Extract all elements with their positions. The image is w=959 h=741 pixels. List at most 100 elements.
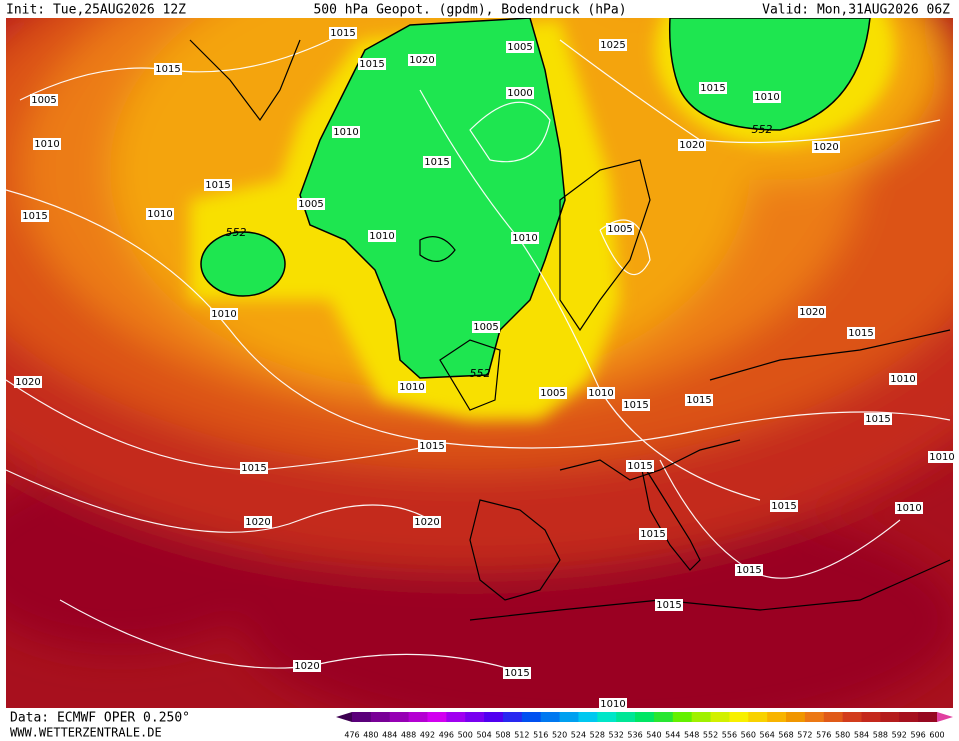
contour-label: 1020 xyxy=(679,140,704,151)
map-title: 500 hPa Geopot. (gpdm), Bodendruck (hPa) xyxy=(313,3,626,18)
legend-level: 528 xyxy=(590,731,605,740)
label-box xyxy=(606,223,634,235)
contour-label: 1010 xyxy=(399,382,424,393)
contour-label: 1000 xyxy=(507,88,532,99)
label-box xyxy=(587,387,615,399)
contour-label: 1020 xyxy=(294,661,319,672)
contour-label: 1010 xyxy=(754,92,779,103)
contour-label: 1010 xyxy=(929,452,954,463)
label-box xyxy=(864,413,892,425)
contour-label: 1015 xyxy=(22,211,47,222)
legend-swatch xyxy=(370,712,391,722)
label-box xyxy=(622,399,650,411)
legend-swatch xyxy=(899,712,919,722)
contour-label: 1015 xyxy=(359,59,384,70)
legend-level: 596 xyxy=(910,731,925,740)
label-box xyxy=(798,306,826,318)
contour-label: 1020 xyxy=(15,377,40,388)
label-box xyxy=(655,599,683,611)
label-box xyxy=(408,54,436,66)
legend-level: 512 xyxy=(514,731,529,740)
legend-level: 524 xyxy=(571,731,586,740)
legend-swatch xyxy=(408,712,428,722)
contour-label: 1005 xyxy=(540,388,565,399)
label-box xyxy=(506,41,534,53)
label-box xyxy=(297,198,325,210)
color-legend: 476 480 484 488 492 496 500 504 508 512 516 520 524 5… xyxy=(336,712,953,740)
legend-swatch xyxy=(635,712,655,722)
legend-swatch xyxy=(861,712,881,722)
legend-level: 584 xyxy=(854,731,869,740)
legend-level: 508 xyxy=(495,731,510,740)
legend-swatch xyxy=(880,712,900,722)
contour-label: 1005 xyxy=(473,322,498,333)
legend-swatch xyxy=(427,712,447,722)
contour-label: 1015 xyxy=(424,157,449,168)
label-box xyxy=(418,440,446,452)
legend-level: 516 xyxy=(533,731,548,740)
legend-level: 492 xyxy=(420,731,435,740)
label-box xyxy=(685,394,713,406)
legend-level: 572 xyxy=(797,731,812,740)
legend-swatch xyxy=(616,712,636,722)
label-box xyxy=(626,460,654,472)
contour-label: 1015 xyxy=(848,328,873,339)
legend-swatch xyxy=(352,712,372,722)
legend-swatch xyxy=(540,712,561,722)
contour-label: 1010 xyxy=(147,209,172,220)
contour-label: 1015 xyxy=(627,461,652,472)
contour-label: 552 xyxy=(470,367,491,380)
contour-label: 1020 xyxy=(799,307,824,318)
legend-level: 484 xyxy=(382,731,397,740)
label-box xyxy=(146,208,174,220)
contour-label: 1015 xyxy=(419,441,444,452)
label-box xyxy=(503,667,531,679)
legend-swatch xyxy=(578,712,598,722)
contour-label: 1020 xyxy=(409,55,434,66)
contour-label: 1020 xyxy=(813,142,838,153)
legend-level: 480 xyxy=(363,731,378,740)
contour-label: 1020 xyxy=(245,517,270,528)
label-box xyxy=(472,321,500,333)
contour-label: 1015 xyxy=(700,83,725,94)
label-box xyxy=(14,376,42,388)
label-box xyxy=(699,82,727,94)
contour-label: 1015 xyxy=(736,565,761,576)
contour-label: 1010 xyxy=(34,139,59,150)
label-box xyxy=(599,39,627,51)
contour-label: 1005 xyxy=(507,42,532,53)
legend-level: 504 xyxy=(476,731,491,740)
legend-swatch xyxy=(465,712,485,722)
contour-label: 1010 xyxy=(600,699,625,710)
legend-end xyxy=(336,712,352,722)
label-box xyxy=(30,94,58,106)
legend-swatch xyxy=(767,712,787,722)
site: WWW.WETTERZENTRALE.DE xyxy=(10,726,162,740)
label-box xyxy=(33,138,61,150)
legend-swatch xyxy=(521,712,542,722)
contour-label: 1015 xyxy=(155,64,180,75)
label-box xyxy=(329,27,357,39)
label-box xyxy=(210,308,238,320)
legend-level: 592 xyxy=(892,731,907,740)
contour-label: 1015 xyxy=(241,463,266,474)
label-box xyxy=(735,564,763,576)
legend-level: 564 xyxy=(760,731,775,740)
label-box xyxy=(895,502,923,514)
legend-swatch xyxy=(729,712,749,722)
legend-level: 544 xyxy=(665,731,680,740)
contour-label: 1015 xyxy=(640,529,665,540)
legend-level: 540 xyxy=(646,731,661,740)
contour-label: 1005 xyxy=(607,224,632,235)
legend-swatch xyxy=(748,712,768,722)
init-time: Init: Tue,25AUG2026 12Z xyxy=(6,3,186,18)
label-box xyxy=(678,139,706,151)
label-box xyxy=(332,126,360,138)
legend-swatch xyxy=(672,712,693,722)
contour-label: 1010 xyxy=(896,503,921,514)
legend-level: 568 xyxy=(778,731,793,740)
label-box xyxy=(928,451,956,463)
